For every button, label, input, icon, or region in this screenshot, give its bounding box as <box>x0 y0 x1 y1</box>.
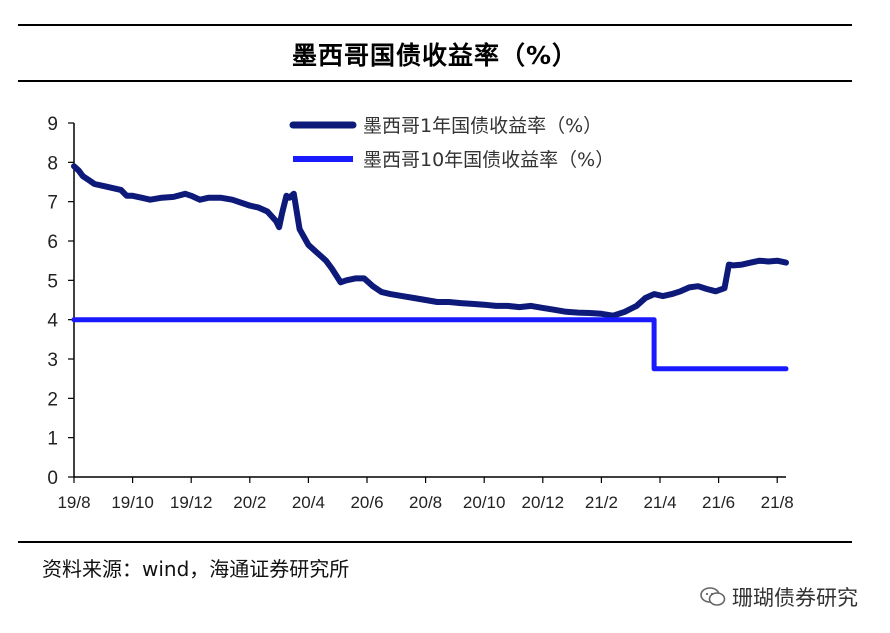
chat-bubble-icon <box>700 587 726 606</box>
x-tick-label: 21/4 <box>643 493 676 512</box>
series-line-1y <box>71 163 789 319</box>
y-tick-label: 4 <box>47 311 58 332</box>
y-tick-label: 5 <box>47 271 58 292</box>
y-tick-label: 7 <box>47 193 58 214</box>
chart-area: 0 1 2 3 4 5 6 7 8 9 19/8 19/10 19/12 20/2 20/4 20/6 20/8… <box>47 114 794 512</box>
y-tick-label: 2 <box>47 389 58 410</box>
chart-title: 墨西哥国债收益率（%） <box>291 41 579 70</box>
x-tick-label: 19/10 <box>111 493 154 512</box>
x-tick-label: 21/8 <box>761 493 794 512</box>
x-tick-label: 21/2 <box>585 493 618 512</box>
x-tick-label: 20/12 <box>522 493 565 512</box>
watermark: 珊瑚债券研究 <box>700 582 858 612</box>
source-note: 资料来源：wind，海通证券研究所 <box>42 557 350 581</box>
x-tick-label: 20/6 <box>350 493 383 512</box>
y-tick-label: 8 <box>47 153 58 174</box>
series-line-10y <box>71 317 789 372</box>
x-tick-label: 20/8 <box>409 493 442 512</box>
x-tick-label: 21/6 <box>702 493 735 512</box>
legend-label-10y: 墨西哥10年国债收益率（%） <box>363 149 614 171</box>
x-tick-label: 20/10 <box>463 493 506 512</box>
top-rule <box>18 24 852 26</box>
x-tick-label: 20/4 <box>292 493 325 512</box>
x-tick-label: 19/8 <box>57 493 90 512</box>
bottom-rule <box>18 541 852 543</box>
legend-label-1y: 墨西哥1年国债收益率（%） <box>363 115 602 137</box>
x-tick-label: 20/2 <box>233 493 266 512</box>
y-tick-label: 3 <box>47 350 58 371</box>
y-tick-label: 1 <box>47 429 58 450</box>
y-tick-label: 9 <box>47 114 58 135</box>
y-tick-label: 6 <box>47 232 58 253</box>
y-tick-label: 0 <box>47 468 58 489</box>
title-underline-rule <box>18 80 852 82</box>
watermark-text: 珊瑚债券研究 <box>732 586 858 610</box>
x-tick-label: 19/12 <box>170 493 213 512</box>
